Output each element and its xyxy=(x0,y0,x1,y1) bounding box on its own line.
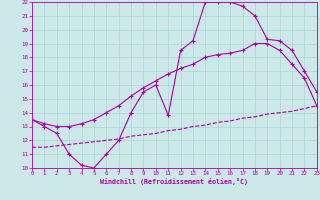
X-axis label: Windchill (Refroidissement éolien,°C): Windchill (Refroidissement éolien,°C) xyxy=(100,178,248,185)
